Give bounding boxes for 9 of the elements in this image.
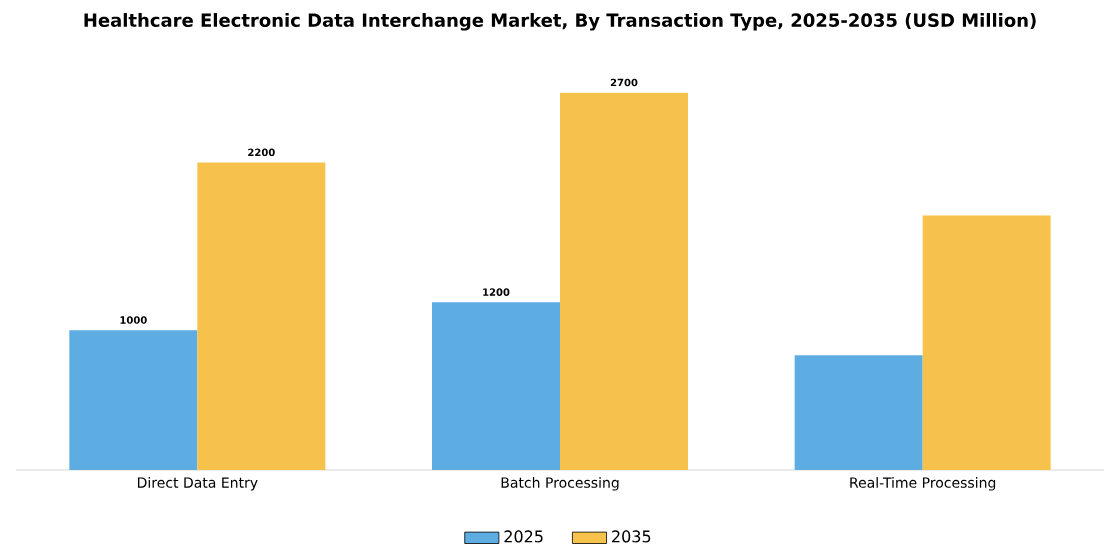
chart-title: Healthcare Electronic Data Interchange Market, By Transaction Type, 2025-2035 (USD Million)	[84, 13, 1036, 31]
bar	[794, 355, 923, 470]
bar	[69, 330, 198, 470]
bar	[432, 302, 560, 470]
legend-label: 2035	[612, 530, 651, 543]
legend-label: 2025	[504, 530, 543, 543]
bar	[922, 215, 1051, 470]
bar	[197, 162, 326, 470]
bar	[560, 92, 688, 470]
